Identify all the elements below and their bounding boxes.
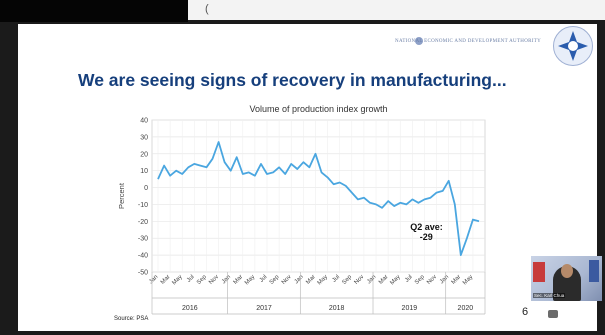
x-tick-label: Jul	[331, 274, 341, 284]
x-tick-label: Mar	[305, 274, 317, 286]
series-line	[157, 141, 480, 257]
x-tick-label: Mar	[378, 274, 390, 286]
chart-svg: Volume of production index growth4030201…	[117, 104, 486, 315]
y-tick-label: -50	[138, 270, 148, 277]
x-tick-label: Mar	[451, 274, 463, 286]
slide-title: We are seeing signs of recovery in manuf…	[78, 70, 507, 90]
x-tick-label: Sep	[341, 274, 353, 286]
year-label: 2020	[458, 305, 474, 312]
x-tick-label: Nov	[208, 274, 220, 286]
x-tick-label: Jan	[148, 274, 159, 285]
x-tick-label: Mar	[160, 274, 172, 286]
y-tick-label: 0	[144, 185, 148, 192]
y-tick-label: 20	[140, 151, 148, 158]
x-tick-label: Jan	[366, 274, 377, 285]
x-tick-label: May	[171, 274, 183, 286]
year-label: 2018	[329, 305, 345, 312]
agency-name: NATIONAL ECONOMIC AND DEVELOPMENT AUTHOR…	[395, 39, 541, 44]
top-strip: (	[0, 0, 605, 22]
plot-frame	[151, 119, 486, 273]
agency-emblem-icon	[415, 37, 423, 45]
x-tick-label: Nov	[426, 274, 438, 286]
x-tick-label: May	[317, 274, 329, 286]
top-black-bar	[0, 0, 188, 22]
y-tick-label: 30	[140, 134, 148, 141]
x-tick-label: Jan	[294, 274, 305, 285]
x-tick-label: May	[462, 274, 474, 286]
slide-number: 6	[522, 306, 529, 318]
flag-icon	[533, 262, 545, 282]
x-tick-label: Nov	[354, 274, 366, 286]
x-tick-label: Jul	[259, 274, 269, 284]
x-tick-label: Jul	[186, 274, 196, 284]
y-tick-label: 40	[140, 118, 148, 125]
presentation-slide: NATIONAL ECONOMIC AND DEVELOPMENT AUTHOR…	[18, 24, 597, 331]
source-note: Source: PSA	[114, 316, 149, 322]
y-tick-label: -40	[138, 253, 148, 260]
annotation-value: -29	[420, 232, 433, 242]
year-label: 2017	[256, 305, 272, 312]
year-label: 2016	[182, 305, 198, 312]
caption-fragment: (	[205, 3, 209, 15]
x-tick-label: Sep	[269, 274, 281, 286]
year-label: 2019	[402, 305, 418, 312]
video-feed-icon[interactable]	[548, 310, 558, 318]
x-tick-label: Jan	[221, 274, 232, 285]
x-tick-label: Jan	[439, 274, 450, 285]
y-tick-label: -20	[138, 219, 148, 226]
x-tick-label: May	[389, 274, 401, 286]
video-feed[interactable]: Sec. Karl Chua	[531, 256, 602, 301]
annotation-label: Q2 ave:	[410, 222, 443, 232]
production-chart: Volume of production index growth 40 30 20 1…	[110, 102, 490, 322]
y-tick-label: -10	[138, 202, 148, 209]
x-tick-label: Mar	[233, 274, 245, 286]
neda-logo-icon	[553, 26, 593, 66]
chart-title: Volume of production index growth	[249, 104, 387, 114]
x-tick-label: Sep	[414, 274, 426, 286]
banner-icon	[589, 260, 599, 282]
y-tick-label: 10	[140, 168, 148, 175]
y-tick-label: -30	[138, 236, 148, 243]
speaker-label: Sec. Karl Chua	[533, 293, 566, 298]
x-tick-label: Jul	[404, 274, 414, 284]
x-tick-label: Sep	[196, 274, 208, 286]
x-tick-label: May	[244, 274, 256, 286]
x-tick-label: Nov	[281, 274, 293, 286]
y-axis-label: Percent	[117, 182, 126, 209]
speaker-face	[561, 264, 573, 278]
